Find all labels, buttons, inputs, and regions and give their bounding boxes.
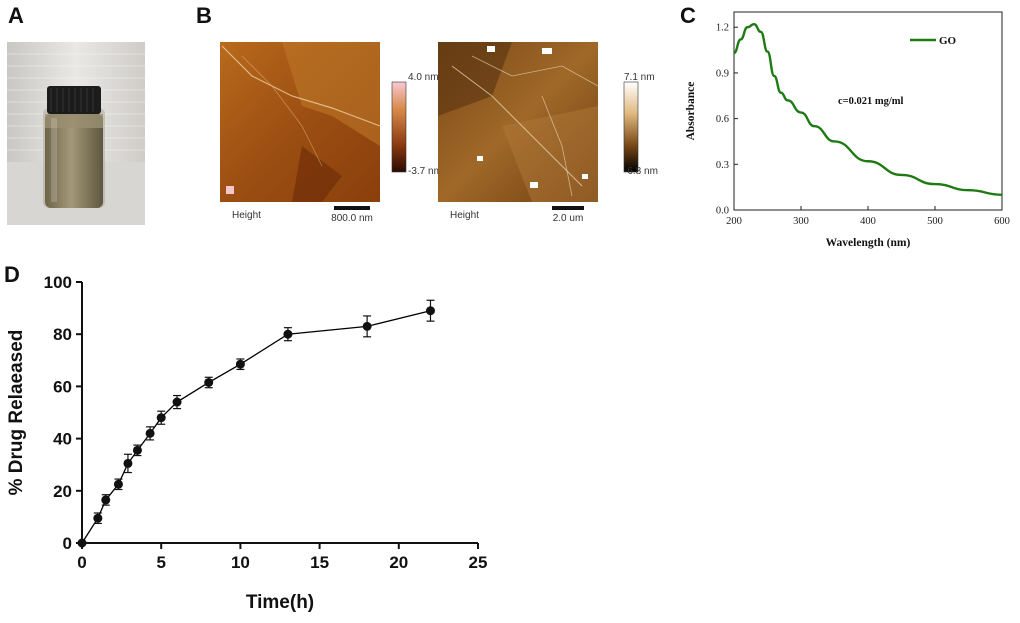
release-point: [77, 538, 87, 548]
release-x-tick-label: 10: [231, 553, 250, 572]
panel-label-d: D: [4, 262, 20, 287]
colorbar-1: [391, 81, 407, 173]
uv-x-tick-label: 400: [860, 216, 876, 227]
release-point: [362, 321, 372, 331]
uv-y-tick-label: 0.9: [716, 68, 729, 79]
uv-legend-label: GO: [939, 35, 957, 47]
release-point: [172, 397, 182, 407]
scale-bar-label-1: 800.0 nm: [331, 213, 373, 224]
afm-channel-1: Height: [232, 210, 261, 221]
release-point: [156, 413, 166, 423]
uv-annotation: c=0.021 mg/ml: [838, 96, 904, 107]
scale-bar-2: [552, 206, 584, 210]
uv-x-tick-label: 200: [726, 216, 742, 227]
uv-chart: 200 300 400 500 600 0.0 0.3 0.6 0.9 1.2 GO c=0.02…: [680, 0, 1015, 250]
release-x-tick-label: 15: [310, 553, 329, 572]
release-y-tick-label: 80: [53, 325, 72, 344]
release-point: [113, 479, 123, 489]
release-x-label: Time(h): [246, 592, 314, 613]
release-y-tick-label: 60: [53, 377, 72, 396]
release-y-label: % Drug Relaeased: [6, 330, 27, 496]
scale-bar-label-2: 2.0 um: [553, 213, 584, 224]
release-point: [132, 445, 142, 455]
release-point: [93, 513, 103, 523]
uv-plot-frame: [733, 11, 1003, 211]
uv-y-tick-label: 0.0: [716, 206, 729, 217]
uv-series-line: [733, 22, 1003, 196]
uv-y-tick-label: 1.2: [716, 23, 729, 34]
release-y-tick-label: 20: [53, 482, 72, 501]
afm-channel-2: Height: [450, 210, 479, 221]
color-min-1: -3.7 nm: [408, 166, 442, 177]
color-max-1: 4.0 nm: [408, 72, 439, 83]
release-y-tick-label: 100: [44, 273, 72, 292]
afm-image-1: [220, 42, 381, 202]
uv-x-tick-label: 300: [793, 216, 809, 227]
panel-label-c: C: [680, 3, 696, 28]
release-point: [123, 458, 133, 468]
panel-label-b: B: [196, 3, 212, 28]
uv-x-label: Wavelength (nm): [826, 237, 911, 249]
release-y-tick-label: 40: [53, 430, 72, 449]
vial-photo: [7, 42, 145, 225]
scale-bar-1: [334, 206, 370, 210]
release-y-tick-label: 0: [63, 534, 72, 553]
uv-x-tick-label: 500: [927, 216, 943, 227]
release-chart: 0 5 10 15 20 25 0 20 40 60 80 100 Time(h) % Drug Re…: [0, 262, 500, 618]
release-point: [204, 377, 214, 387]
uv-y-tick-label: 0.6: [716, 114, 729, 125]
afm-images: 4.0 nm -3.7 nm Height 800.0 nm 7.1 nm -6…: [212, 36, 672, 226]
release-point: [283, 329, 293, 339]
colorbar-2: [623, 81, 639, 173]
release-x-tick-label: 25: [469, 553, 488, 572]
afm-image-2: [438, 42, 599, 202]
color-min-2: -6.8 nm: [624, 166, 658, 177]
release-series-line: [81, 310, 431, 544]
release-point: [235, 359, 245, 369]
panel-label-a: A: [8, 3, 24, 28]
uv-y-label: Absorbance: [685, 82, 697, 141]
release-x-tick-label: 5: [156, 553, 165, 572]
release-point: [425, 306, 435, 316]
uv-x-tick-label: 600: [994, 216, 1010, 227]
release-point: [101, 495, 111, 505]
release-x-tick-label: 20: [389, 553, 408, 572]
color-max-2: 7.1 nm: [624, 72, 655, 83]
uv-y-tick-label: 0.3: [716, 160, 729, 171]
release-point: [145, 428, 155, 438]
release-x-tick-label: 0: [77, 553, 86, 572]
